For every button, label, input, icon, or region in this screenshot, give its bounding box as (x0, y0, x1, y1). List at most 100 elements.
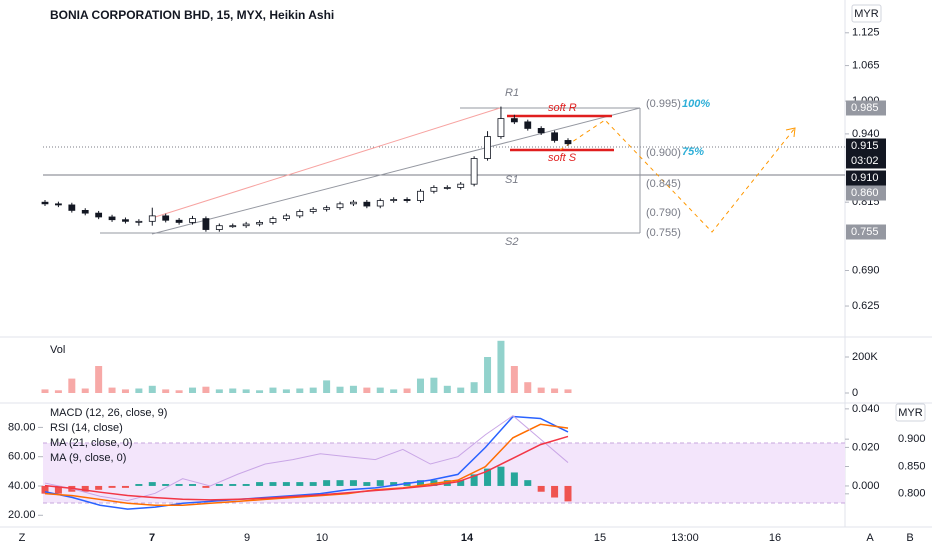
macd-histogram-bar (484, 468, 492, 486)
volume-bar (296, 388, 304, 393)
volume-bar (108, 387, 116, 393)
volume-bar (256, 390, 264, 393)
price-label-box (846, 153, 886, 169)
candle-body (41, 201, 49, 205)
price-label: 0.860 (851, 187, 879, 199)
candle-body (350, 201, 357, 205)
candle-body (108, 216, 116, 221)
macd-histogram-bar (363, 482, 371, 486)
projection-arrow (785, 127, 796, 138)
macd-histogram-bar (497, 466, 505, 486)
currency-label[interactable]: MYR (854, 8, 879, 20)
candle-body (537, 128, 545, 134)
annotation: soft R (548, 102, 577, 114)
macd-histogram-bar (229, 484, 237, 486)
macd-histogram-bar (148, 482, 156, 486)
volume-bar (242, 389, 250, 393)
macd-histogram-bar (510, 472, 518, 486)
candle-body (269, 218, 277, 223)
macd-histogram-bar (524, 480, 532, 486)
indicator-line (44, 415, 569, 502)
volume-bar (443, 385, 451, 393)
candle-body (323, 207, 331, 210)
candle-body (564, 140, 572, 145)
candle-body (282, 215, 290, 219)
indicator-line (44, 435, 569, 501)
price-label-box (846, 224, 886, 240)
volume-bar (162, 389, 170, 393)
legend-entry: MA (9, close, 0) (50, 452, 126, 464)
price-label: 0.985 (851, 102, 879, 114)
x-tick-label: 10 (316, 532, 328, 544)
trend-line (151, 107, 641, 235)
footer-button[interactable]: B (906, 532, 913, 544)
currency-box[interactable] (895, 403, 926, 422)
y-tick-label: 0.940 (852, 128, 880, 140)
x-tick-label: 13:00 (671, 532, 699, 544)
candle-body (135, 220, 143, 223)
volume-bar (376, 387, 384, 393)
candle-body (162, 215, 170, 221)
macd-histogram-bar (457, 480, 465, 486)
volume-bar (202, 386, 210, 393)
rsi-band (43, 443, 845, 503)
volume-bar (403, 388, 411, 393)
candle-body (189, 218, 196, 223)
x-tick-label: 15 (594, 532, 606, 544)
volume-bar (416, 378, 424, 393)
macd-histogram-bar (376, 480, 384, 486)
volume-bar (95, 366, 103, 393)
volume-bar (282, 389, 290, 393)
candle-body (336, 203, 344, 209)
x-tick-label: 16 (769, 532, 781, 544)
annotation: (0.845) (646, 178, 681, 190)
candle-body (202, 218, 210, 230)
volume-bar (135, 388, 143, 393)
indicator-line (44, 423, 569, 506)
y-tick-label: 1.065 (852, 59, 880, 71)
candle-body (403, 199, 411, 201)
candle-body (430, 187, 438, 192)
macd-histogram-bar (256, 482, 264, 486)
volume-bar (537, 387, 545, 393)
candle-body (309, 208, 317, 212)
annotation: 75% (682, 146, 704, 158)
macd-histogram-bar (390, 482, 398, 486)
macd-histogram-bar (336, 480, 344, 486)
macd-histogram-bar (162, 484, 170, 486)
candle-body (484, 136, 491, 159)
footer-button[interactable]: A (866, 532, 874, 544)
candle-body (81, 209, 89, 214)
price-label: 0.910 (851, 172, 879, 184)
y-tick-label: 1.125 (852, 27, 880, 39)
volume-bar (564, 389, 572, 393)
footer-button[interactable]: Z (19, 532, 26, 544)
trend-line (151, 107, 501, 219)
y-tick-label: 0.625 (852, 300, 880, 312)
volume-bar (497, 340, 505, 393)
y3-axis-label[interactable]: MYR (898, 407, 923, 419)
x-tick-label: 7 (149, 532, 155, 544)
currency-box[interactable] (851, 4, 882, 23)
volume-bar (524, 382, 532, 393)
candle-body (175, 219, 183, 223)
price-label-box (846, 100, 886, 116)
annotation: S2 (505, 236, 518, 248)
volume-bar (41, 389, 49, 393)
volume-bar (121, 389, 129, 393)
candle-body (443, 187, 451, 189)
volume-bar (148, 385, 156, 393)
macd-histogram-bar (189, 484, 197, 486)
volume-bar (68, 378, 76, 393)
candle-body (122, 219, 129, 222)
volume-bar (349, 385, 357, 393)
macd-histogram-bar (470, 474, 478, 486)
macd-histogram-bar (135, 484, 143, 486)
volume-bar (81, 388, 89, 393)
macd-histogram-bar (54, 485, 62, 494)
candle-body (296, 211, 304, 217)
volume-bar (363, 387, 371, 393)
y-tick-label: 0.800 (898, 488, 926, 500)
legend-entry: MA (21, close, 0) (50, 437, 133, 449)
price-label-box (846, 185, 886, 201)
